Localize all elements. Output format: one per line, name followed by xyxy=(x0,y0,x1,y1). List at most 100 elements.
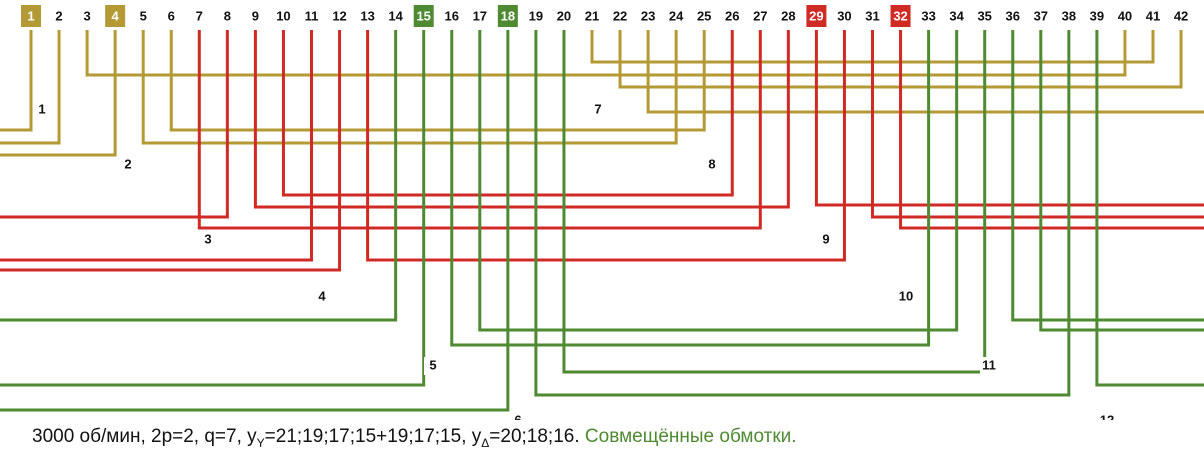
slot-label: 17 xyxy=(473,8,487,23)
wire xyxy=(0,30,229,219)
slot-label: 26 xyxy=(725,8,739,23)
group-label-bg xyxy=(980,357,998,375)
slot-box xyxy=(806,5,827,27)
slot-label: 20 xyxy=(557,8,571,23)
wire xyxy=(0,30,33,132)
slot-label: 31 xyxy=(865,8,879,23)
slot-box xyxy=(497,5,518,27)
wire xyxy=(871,30,1204,219)
slot-label: 33 xyxy=(921,8,935,23)
caption-text: =20;18;16. xyxy=(489,426,585,447)
slot-label: 42 xyxy=(1174,8,1188,23)
slot-label: 15 xyxy=(416,8,430,23)
winding-diagram: 1 2 3 4 5 6 7 8 9 10 11 12 13 14 15 16 17 18 19 20 21 22 23 24 2… xyxy=(0,5,1204,428)
wire xyxy=(0,30,313,262)
slot-label: 16 xyxy=(445,8,459,23)
wire xyxy=(0,30,398,322)
group-label-bg xyxy=(313,288,331,306)
wire xyxy=(1011,30,1204,322)
slot-label: 5 xyxy=(140,8,147,23)
wire xyxy=(366,30,846,262)
slot-label: 38 xyxy=(1062,8,1076,23)
slot-label: 40 xyxy=(1118,8,1132,23)
slot-label: 23 xyxy=(641,8,655,23)
slot-box xyxy=(890,5,911,27)
slot-label: 21 xyxy=(585,8,599,23)
caption-text: 3000 об/мин, 2р=2, q=7, y xyxy=(32,426,257,447)
group-label: 8 xyxy=(708,156,715,171)
wire xyxy=(1039,30,1204,332)
group-label: 3 xyxy=(204,231,211,246)
group-label-bg xyxy=(589,101,607,119)
slot-label: 19 xyxy=(529,8,543,23)
slot-label: 2 xyxy=(55,8,62,23)
slot-label: 13 xyxy=(360,8,374,23)
group-label: 9 xyxy=(822,231,829,246)
group-label: 4 xyxy=(318,288,326,303)
slot-label: 27 xyxy=(753,8,767,23)
caption-highlight: Совмещённые обмотки. xyxy=(584,426,797,447)
slot-label: 30 xyxy=(837,8,851,23)
slot-label: 12 xyxy=(332,8,346,23)
wire xyxy=(1095,30,1204,387)
wire xyxy=(253,30,790,209)
slot-label: 36 xyxy=(1006,8,1020,23)
slot-label: 14 xyxy=(388,8,403,23)
slot-label: 22 xyxy=(613,8,627,23)
slot-label: 7 xyxy=(196,8,203,23)
group-label: 12 xyxy=(1100,412,1114,420)
group-label-bg xyxy=(199,231,217,249)
slot-box xyxy=(21,5,41,27)
wire xyxy=(141,30,678,145)
wire xyxy=(478,30,959,332)
wire xyxy=(169,30,706,132)
slot-label: 18 xyxy=(501,8,515,23)
wire xyxy=(0,30,342,272)
wire xyxy=(450,30,931,347)
wire xyxy=(0,30,61,145)
caption-sub: Y xyxy=(256,435,265,450)
wire xyxy=(0,30,510,412)
wire xyxy=(85,30,1127,77)
slot-label: 25 xyxy=(697,8,711,23)
wire xyxy=(899,30,1204,230)
caption: 3000 об/мин, 2р=2, q=7, yY=21;19;17;15+1… xyxy=(32,426,797,450)
group-label-bg xyxy=(119,156,137,174)
wire xyxy=(646,30,1204,114)
slot-label: 11 xyxy=(305,8,319,23)
group-label: 7 xyxy=(594,101,601,116)
group-label: 10 xyxy=(899,288,913,303)
slot-label: 29 xyxy=(809,8,823,23)
group-label: 2 xyxy=(124,156,131,171)
slot-label: 9 xyxy=(252,8,259,23)
slot-label: 8 xyxy=(224,8,231,23)
slot-label: 35 xyxy=(977,8,991,23)
group-label-bg xyxy=(817,231,835,249)
group-label: 11 xyxy=(982,357,996,372)
slot-label: 37 xyxy=(1034,8,1048,23)
slot-label: 4 xyxy=(112,8,120,23)
slot-label: 34 xyxy=(949,8,964,23)
slot-label: 32 xyxy=(893,8,907,23)
group-label: 5 xyxy=(429,357,436,372)
slot-label: 41 xyxy=(1146,8,1160,23)
group-label-bg xyxy=(703,156,721,174)
slot-label: 28 xyxy=(781,8,795,23)
slot-label: 6 xyxy=(168,8,175,23)
group-label: 1 xyxy=(38,101,45,116)
wire xyxy=(562,30,987,374)
slot-box xyxy=(413,5,434,27)
group-label-bg xyxy=(33,101,51,119)
group-label: 6 xyxy=(514,412,521,420)
group-label-bg xyxy=(424,357,442,375)
slot-label: 24 xyxy=(669,8,684,23)
slot-label: 39 xyxy=(1090,8,1104,23)
group-label-bg xyxy=(897,288,915,306)
slot-label: 10 xyxy=(276,8,290,23)
wire xyxy=(0,30,426,387)
slot-label: 1 xyxy=(27,8,34,23)
wire xyxy=(814,30,1204,207)
wire xyxy=(0,30,117,157)
slot-box xyxy=(105,5,126,27)
